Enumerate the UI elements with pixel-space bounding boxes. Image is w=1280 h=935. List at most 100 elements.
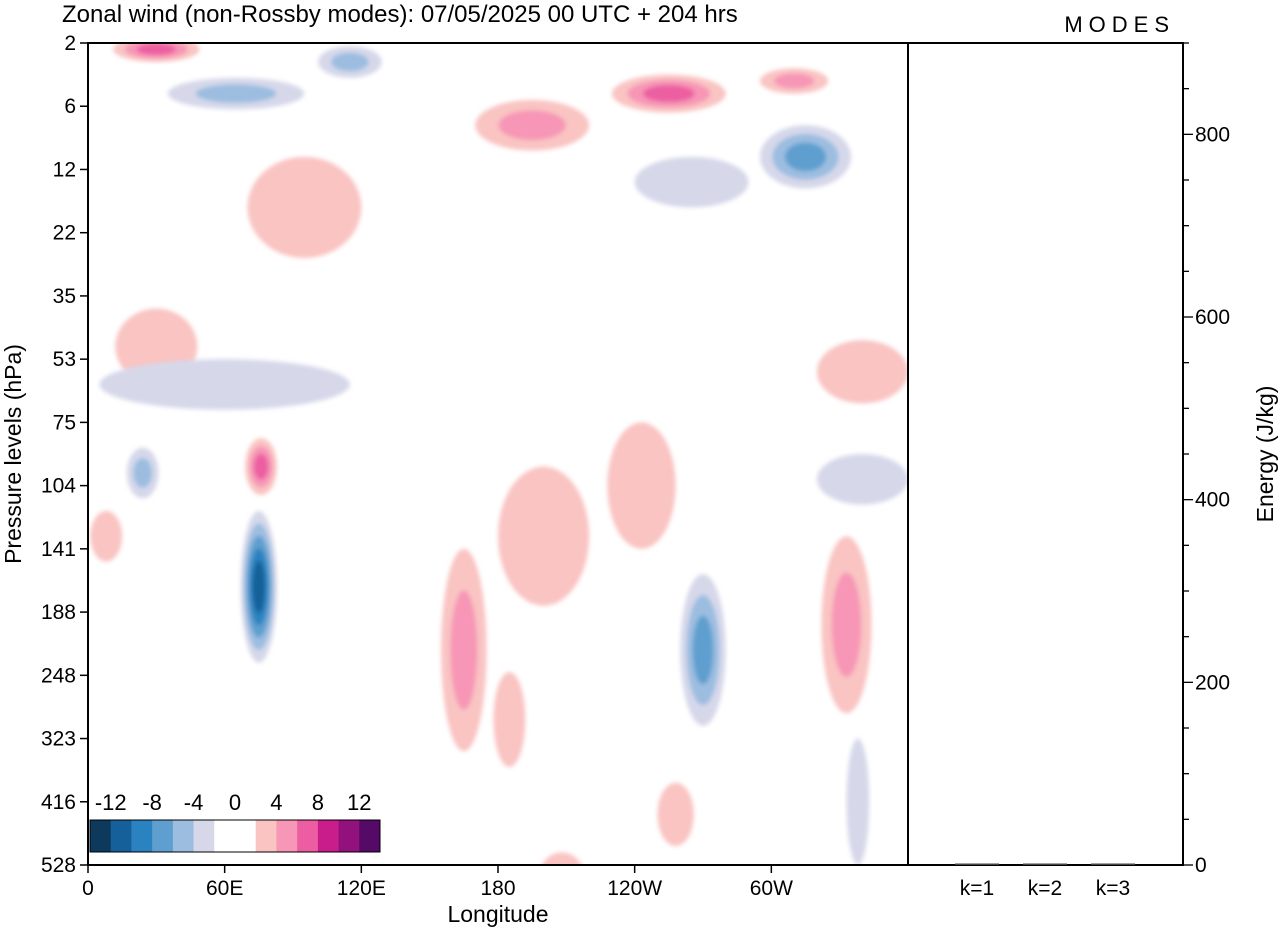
positive-wind-anomaly [90,510,123,562]
x-tick-label: 60W [750,877,793,900]
colorbar-swatch [338,820,360,852]
positive-wind-anomaly [247,156,362,258]
contour-band [136,43,176,56]
contour-band [643,84,695,103]
contour-band [607,422,676,549]
contour-band [331,52,369,72]
colorbar-label: 4 [270,790,282,815]
energy-tick-label: 800 [1195,123,1230,146]
negative-wind-anomaly [680,574,726,726]
energy-tick-label: 400 [1195,489,1230,512]
contour-band [253,453,269,480]
x-tick-label: 120W [607,877,662,900]
contour-band [252,560,266,613]
contour-band [846,738,870,865]
colorbar-swatch [193,820,215,852]
colorbar-swatch [90,820,112,852]
positive-wind-anomaly [475,99,590,151]
contour-band [498,110,566,141]
contour-band [493,672,526,767]
energy-tick-label: 200 [1195,671,1230,694]
positive-wind-anomaly [498,466,590,606]
negative-wind-anomaly [634,156,749,208]
contour-band [450,590,478,710]
positive-wind-anomaly [821,536,872,714]
x-tick-label: 120E [337,877,386,900]
colorbar-swatch [110,820,132,852]
colorbar-label: -4 [184,790,204,815]
x-tick-label: 180 [480,877,515,900]
contour-band [784,142,827,172]
contour-band [816,340,908,404]
chart-title: Zonal wind (non-Rossby modes): 07/05/202… [62,1,738,28]
y-tick-label: 53 [53,348,76,371]
colorbar-label: 12 [347,790,371,815]
energy-tick-label: 600 [1195,306,1230,329]
contour-band [634,156,749,208]
y-axis-label: Pressure levels (hPa) [0,344,26,564]
negative-wind-anomaly [318,46,382,78]
colorbar-swatch [276,820,298,852]
positive-wind-anomaly [611,74,726,113]
y-tick-label: 188 [41,601,76,624]
colorbar-swatch [235,820,257,852]
y-tick-label: 22 [53,222,76,245]
x-axis: 0 60E 120E 180 120W 60W [82,865,793,900]
energy-bar [955,863,999,865]
contour-band [99,359,350,410]
y-tick-label: 323 [41,728,76,751]
negative-wind-anomaly [126,447,159,499]
positive-wind-anomaly [607,422,676,549]
y-tick-label: 416 [41,791,76,814]
positive-wind-anomaly [245,438,278,496]
energy-axis-label: Energy (J/kg) [1252,386,1278,523]
contour-band [773,73,815,89]
colorbar-swatch [152,820,174,852]
y-tick-label: 35 [53,285,76,308]
y-tick-label: 6 [64,95,76,118]
y-tick-label: 2 [64,32,76,55]
colorbar-frame [89,819,381,853]
y-tick-label: 248 [41,664,76,687]
negative-wind-anomaly [167,77,305,110]
y-axis: 2 6 12 22 35 53 75 104 141 188 248 323 416 528 [41,32,88,877]
positive-wind-anomaly [816,340,908,404]
x-tick-label: 0 [82,877,94,900]
heatmap-field [90,43,908,865]
y-tick-label: 528 [41,854,76,877]
contour-band [133,458,153,488]
energy-bar-label: k=1 [960,877,994,900]
x-axis-label: Longitude [447,901,548,927]
contour-band [831,572,862,677]
y-tick-label: 141 [41,538,76,561]
contour-band [542,852,582,865]
y-tick-label: 75 [53,411,76,434]
positive-wind-anomaly [493,672,526,767]
positive-wind-anomaly [657,782,694,847]
energy-bar-label: k=2 [1028,877,1062,900]
colorbar-swatch [255,820,277,852]
colorbar-label: 0 [229,790,241,815]
energy-tick-label: 0 [1195,854,1207,877]
positive-wind-anomaly [759,68,829,94]
energy-bar-label: k=3 [1096,877,1130,900]
energy-bar [1023,863,1067,865]
colorbar-legend: -12 -8 -4 0 4 8 12 [89,790,381,853]
colorbar-swatch [359,820,381,852]
y-tick-label: 104 [41,475,76,498]
positive-wind-anomaly [542,852,582,865]
colorbar-label: 8 [312,790,324,815]
colorbar-label: -12 [95,790,127,815]
negative-wind-anomaly [99,359,350,410]
colorbar-swatch [297,820,319,852]
contour-band [692,615,714,685]
colorbar-swatch [172,820,194,852]
colorbar-swatch [317,820,339,852]
contour-band [90,510,123,562]
contour-band [247,156,362,258]
colorbar-swatch [131,820,153,852]
negative-wind-anomaly [846,738,870,865]
contour-band [657,782,694,847]
